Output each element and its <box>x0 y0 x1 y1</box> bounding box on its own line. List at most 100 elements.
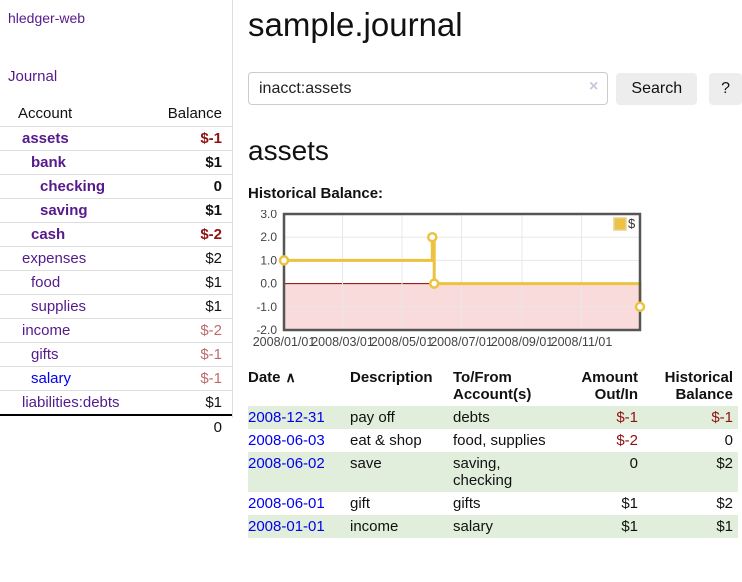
transaction-balance: $2 <box>716 495 733 512</box>
data-point-marker <box>428 278 440 289</box>
account-link[interactable]: liabilities:debts <box>22 394 120 411</box>
transaction-accounts: salary <box>453 518 494 535</box>
account-row: saving $1 <box>0 199 232 223</box>
transaction-date-link[interactable]: 2008-01-01 <box>248 518 325 535</box>
account-balance: $-2 <box>200 226 222 243</box>
account-link[interactable]: expenses <box>22 250 87 267</box>
svg-text:-2.0: -2.0 <box>256 323 277 337</box>
account-heading: assets <box>248 135 329 166</box>
account-link[interactable]: cash <box>31 226 66 243</box>
transaction-date-link[interactable]: 2008-12-31 <box>248 409 325 426</box>
account-row: checking 0 <box>0 175 232 199</box>
register-header-row: Date ∧ Description To/From Account(s) Amo… <box>248 366 738 406</box>
svg-text:1.0: 1.0 <box>260 253 277 267</box>
account-row: supplies $1 <box>0 295 232 319</box>
account-link[interactable]: assets <box>22 130 69 147</box>
search-box: × <box>248 72 609 105</box>
transaction-amount: $-2 <box>616 432 638 449</box>
account-link[interactable]: salary <box>31 370 72 387</box>
svg-text:2008/01/01: 2008/01/01 <box>253 335 316 349</box>
transaction-balance: $2 <box>716 455 733 472</box>
account-balance: $1 <box>205 394 222 411</box>
col-accounts: To/From Account(s) <box>453 369 532 403</box>
brand-link[interactable]: hledger-web <box>8 10 86 26</box>
transaction-accounts: food, supplies <box>453 432 546 449</box>
account-link[interactable]: income <box>22 322 71 339</box>
transaction-amount: $1 <box>621 495 638 512</box>
chart-title: Historical Balance: <box>248 185 384 202</box>
search-input[interactable] <box>248 72 609 105</box>
account-link[interactable]: gifts <box>31 346 59 363</box>
account-balance: 0 <box>213 178 222 195</box>
transaction-date-link[interactable]: 2008-06-01 <box>248 495 325 512</box>
transaction-amount: $1 <box>621 518 638 535</box>
account-balance: $-1 <box>200 130 222 147</box>
register-table: Date ∧ Description To/From Account(s) Amo… <box>248 366 738 538</box>
register-row: 2008-06-03 eat & shop food, supplies $-2… <box>248 429 738 452</box>
transaction-description: eat & shop <box>350 432 422 449</box>
transaction-date-link[interactable]: 2008-06-03 <box>248 432 325 449</box>
svg-text:2008/11/01: 2008/11/01 <box>551 335 613 349</box>
transaction-description: save <box>350 455 382 472</box>
help-button[interactable]: ? <box>709 72 742 105</box>
accounts-total: 0 <box>213 419 222 436</box>
main-content: sample.journal × Search ? assets Histori… <box>248 0 742 538</box>
register-row: 2008-01-01 income salary $1 $1 <box>248 515 738 538</box>
accounts-table: Account Balance assets $-1 bank $1 check… <box>0 101 232 439</box>
account-row: assets $-1 <box>0 127 232 151</box>
data-point-marker <box>278 255 290 266</box>
svg-text:2008/03/01: 2008/03/01 <box>311 335 374 349</box>
account-link[interactable]: bank <box>31 154 67 171</box>
account-balance: $-1 <box>200 346 222 363</box>
account-balance: $-1 <box>200 370 222 387</box>
account-row: salary $-1 <box>0 367 232 391</box>
account-row: expenses $2 <box>0 247 232 271</box>
account-balance: $1 <box>205 202 222 219</box>
account-link[interactable]: food <box>31 274 61 291</box>
transaction-date-link[interactable]: 2008-06-02 <box>248 455 325 472</box>
accounts-header: Account Balance <box>0 101 232 127</box>
col-date[interactable]: Date ∧ <box>248 366 345 406</box>
account-balance: $1 <box>205 298 222 315</box>
svg-text:2008/05/01: 2008/05/01 <box>371 335 434 349</box>
transaction-accounts: debts <box>453 409 490 426</box>
svg-text:-1.0: -1.0 <box>256 300 277 314</box>
search-button[interactable]: Search <box>616 72 698 105</box>
transaction-description: gift <box>350 495 371 512</box>
transaction-balance: $-1 <box>711 409 733 426</box>
transaction-balance: $1 <box>716 518 733 535</box>
svg-text:2.0: 2.0 <box>260 230 277 244</box>
transaction-description: income <box>350 518 399 535</box>
col-description: Description <box>350 369 433 386</box>
page-title: sample.journal <box>248 6 463 43</box>
account-row: liabilities:debts $1 <box>0 391 232 414</box>
col-date-label: Date <box>248 369 281 386</box>
account-row: income $-2 <box>0 319 232 343</box>
account-balance: $-2 <box>200 322 222 339</box>
register-body: 2008-12-31 pay off debts $-1 $-1 2008-06… <box>248 406 738 538</box>
legend-swatch <box>613 217 627 231</box>
col-balance: Historical Balance <box>664 369 733 403</box>
transaction-amount: $-1 <box>616 409 638 426</box>
transaction-balance: 0 <box>724 432 733 449</box>
account-link[interactable]: saving <box>40 202 88 219</box>
col-amount: Amount Out/In <box>581 369 638 403</box>
account-balance: $1 <box>205 154 222 171</box>
accounts-body: assets $-1 bank $1 checking 0 saving $1 … <box>0 127 232 414</box>
account-balance: $2 <box>205 250 222 267</box>
clear-search-icon[interactable]: × <box>589 78 599 95</box>
nav-journal-link[interactable]: Journal <box>8 68 58 85</box>
search-form: × Search ? <box>248 72 742 105</box>
transaction-description: pay off <box>350 409 395 426</box>
legend-label: $ <box>628 216 636 231</box>
account-link[interactable]: supplies <box>31 298 87 315</box>
transaction-accounts: saving, checking <box>453 455 513 489</box>
account-row: cash $-2 <box>0 223 232 247</box>
register-row: 2008-12-31 pay off debts $-1 $-1 <box>248 406 738 429</box>
accounts-total-row: 0 <box>0 414 232 439</box>
account-balance: $1 <box>205 274 222 291</box>
accounts-col-account: Account <box>18 105 73 122</box>
transaction-accounts: gifts <box>453 495 481 512</box>
account-link[interactable]: checking <box>40 178 106 195</box>
sidebar: hledger-web Journal Account Balance asse… <box>0 0 233 436</box>
